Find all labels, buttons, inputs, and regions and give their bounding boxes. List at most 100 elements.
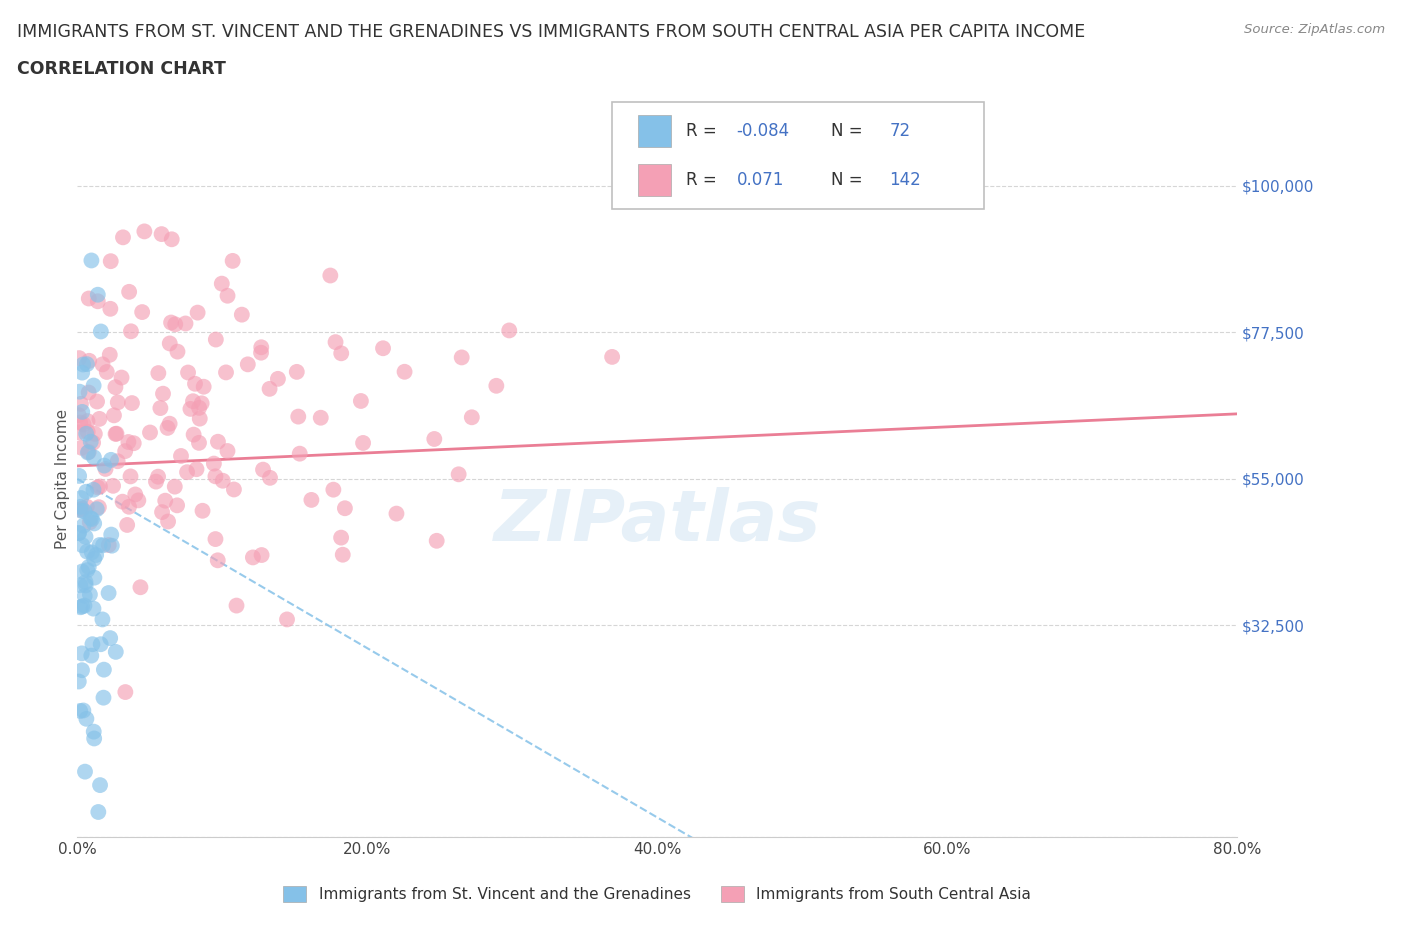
Point: [75, 485, 97, 499]
Point: [93, 458, 115, 473]
Point: [89, 479, 111, 494]
Point: [177, 365, 200, 380]
Point: [288, 446, 311, 461]
Point: [75, 578, 97, 593]
Point: [73, 764, 96, 779]
Point: [104, 644, 127, 659]
Point: [97, 586, 120, 601]
Point: [75, 711, 97, 726]
Point: [76, 357, 98, 372]
Point: [150, 227, 173, 242]
Point: [276, 612, 298, 627]
Point: [319, 268, 342, 283]
Point: [76, 563, 98, 578]
Point: [131, 305, 153, 320]
Point: [75, 529, 97, 544]
Bar: [638, 115, 671, 147]
Point: [101, 538, 124, 553]
Point: [134, 224, 156, 239]
Point: [70, 565, 93, 579]
Point: [83, 724, 105, 739]
Point: [83, 450, 105, 465]
Point: [225, 598, 247, 613]
Point: [72, 417, 94, 432]
Point: [77, 445, 100, 460]
Point: [70, 441, 93, 456]
Point: [83, 516, 105, 531]
Point: [152, 386, 174, 401]
Point: [105, 426, 128, 441]
Point: [117, 434, 139, 449]
Point: [69, 578, 91, 592]
Point: [90, 324, 112, 339]
Point: [75, 426, 97, 441]
Point: [82, 601, 104, 616]
Text: R =: R =: [686, 122, 717, 140]
Point: [385, 506, 408, 521]
Text: IMMIGRANTS FROM ST. VINCENT AND THE GRENADINES VS IMMIGRANTS FROM SOUTH CENTRAL : IMMIGRANTS FROM ST. VINCENT AND THE GREN…: [17, 23, 1085, 41]
Point: [250, 548, 273, 563]
Point: [83, 570, 105, 585]
Point: [69, 600, 91, 615]
Point: [267, 371, 290, 386]
Point: [67, 525, 90, 540]
Point: [252, 462, 274, 477]
Text: N =: N =: [831, 122, 863, 140]
Point: [115, 517, 138, 532]
Point: [149, 401, 172, 416]
Point: [82, 435, 104, 450]
Point: [67, 469, 90, 484]
Point: [221, 254, 243, 269]
Point: [146, 470, 169, 485]
Point: [82, 637, 104, 652]
Point: [76, 544, 98, 559]
Point: [70, 646, 93, 661]
Point: [184, 377, 207, 392]
Point: [330, 530, 353, 545]
Point: [166, 498, 188, 512]
Point: [70, 491, 93, 506]
Point: [160, 315, 183, 330]
Point: [94, 461, 117, 476]
FancyBboxPatch shape: [612, 102, 984, 209]
Y-axis label: Per Capita Income: Per Capita Income: [55, 409, 70, 549]
Point: [204, 469, 226, 484]
Point: [461, 410, 484, 425]
Point: [159, 417, 181, 432]
Point: [394, 365, 416, 379]
Point: [80, 434, 103, 449]
Text: ZIPatlas: ZIPatlas: [494, 487, 821, 556]
Point: [70, 365, 93, 380]
Point: [259, 471, 281, 485]
Point: [111, 230, 134, 245]
Point: [69, 415, 91, 430]
Point: [100, 254, 122, 269]
Point: [75, 575, 97, 590]
Point: [485, 379, 508, 393]
Point: [89, 538, 111, 552]
Point: [73, 589, 96, 604]
Point: [67, 351, 90, 365]
Point: [157, 514, 180, 529]
Point: [352, 435, 374, 450]
Point: [77, 353, 100, 368]
Point: [250, 339, 273, 354]
Point: [124, 487, 146, 502]
Point: [211, 473, 233, 488]
Point: [236, 357, 259, 372]
Point: [104, 427, 127, 442]
Point: [77, 291, 100, 306]
Point: [98, 631, 121, 645]
Text: N =: N =: [831, 171, 863, 190]
Point: [148, 365, 170, 380]
Point: [86, 480, 108, 495]
Text: 72: 72: [889, 122, 910, 140]
Point: [287, 409, 309, 424]
Point: [215, 365, 238, 379]
Point: [76, 424, 98, 439]
Point: [217, 444, 239, 458]
Text: 0.071: 0.071: [737, 171, 783, 190]
Point: [101, 478, 124, 493]
Point: [423, 432, 446, 446]
Point: [183, 427, 205, 442]
